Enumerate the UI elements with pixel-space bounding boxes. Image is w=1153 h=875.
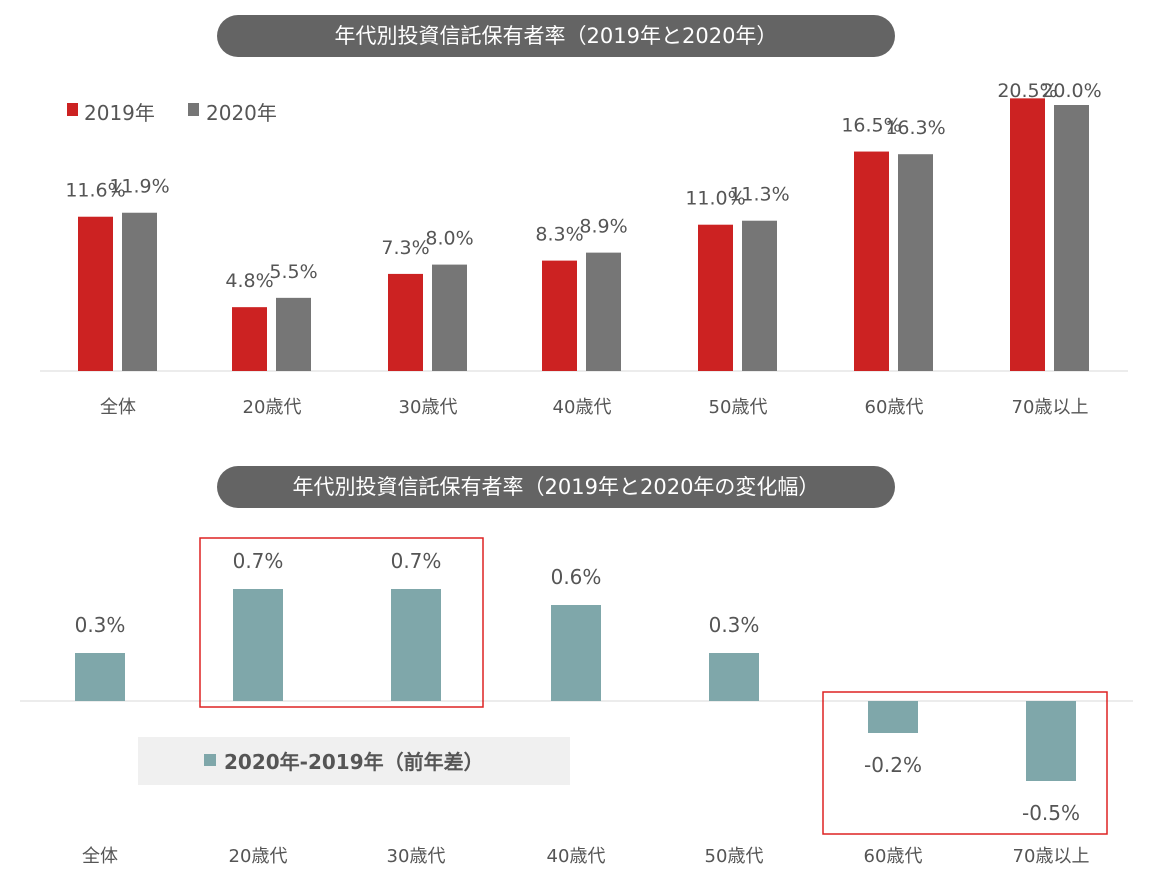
data-label: 20.0% [1041, 80, 1101, 102]
bar-2020年-40歳代 [586, 252, 621, 371]
x-tick-label: 60歳代 [865, 397, 924, 418]
bar-2020年-50歳代 [742, 220, 777, 371]
bar-2020年-全体 [122, 212, 157, 371]
bar-diff-70歳以上 [1026, 701, 1076, 781]
data-label: -0.2% [864, 753, 922, 777]
x-tick-label: 20歳代 [243, 397, 302, 418]
legend-label-2020: 2020年 [206, 101, 277, 125]
data-label: 0.7% [391, 549, 442, 573]
x-tick-label: 70歳以上 [1013, 846, 1090, 867]
bar-2019年-30歳代 [388, 273, 423, 371]
bar-2019年-全体 [78, 216, 113, 371]
bar-2019年-20歳代 [232, 307, 267, 371]
legend-swatch-2020 [188, 103, 199, 116]
bar-2019年-50歳代 [698, 224, 733, 371]
x-tick-label: 60歳代 [864, 846, 923, 867]
chart2-title-pill [217, 466, 895, 508]
bar-2020年-30歳代 [432, 264, 467, 371]
bar-2020年-70歳以上 [1054, 105, 1089, 371]
legend-swatch-2019 [67, 103, 78, 116]
highlight-box-20s-30s [199, 537, 484, 708]
x-tick-label: 50歳代 [705, 846, 764, 867]
data-label: 8.0% [425, 228, 473, 250]
bar-diff-50歳代 [709, 653, 759, 701]
x-tick-label: 30歳代 [399, 397, 458, 418]
bar-diff-20歳代 [233, 589, 283, 701]
data-label: 20.5% [997, 80, 1057, 102]
bar-2019年-40歳代 [542, 260, 577, 371]
data-label: 0.6% [551, 565, 602, 589]
data-label: 11.0% [685, 188, 745, 210]
bar-diff-60歳代 [868, 701, 918, 733]
bar-2020年-60歳代 [898, 154, 933, 371]
chart1-title: 年代別投資信託保有者率（2019年と2020年） [335, 24, 778, 48]
data-label: 4.8% [225, 270, 273, 292]
legend-swatch-diff [204, 754, 216, 766]
data-label: 11.6% [65, 180, 125, 202]
chart1-title-pill [217, 15, 895, 57]
bar-2019年-60歳代 [854, 151, 889, 371]
bar-2019年-70歳以上 [1010, 98, 1045, 371]
x-tick-label: 全体 [100, 397, 136, 418]
legend-label-2019: 2019年 [84, 101, 155, 125]
x-tick-label: 50歳代 [709, 397, 768, 418]
data-label: 5.5% [269, 261, 317, 283]
data-label: 0.3% [709, 613, 760, 637]
data-label: 8.3% [535, 224, 583, 246]
data-label: 16.5% [841, 115, 901, 137]
bar-diff-全体 [75, 653, 125, 701]
data-label: 8.9% [579, 216, 627, 238]
x-tick-label: 30歳代 [387, 846, 446, 867]
chart2-title: 年代別投資信託保有者率（2019年と2020年の変化幅） [293, 475, 820, 499]
x-tick-label: 70歳以上 [1012, 397, 1089, 418]
highlight-box-60s-70s [822, 691, 1108, 835]
data-label: 11.3% [729, 184, 789, 206]
x-tick-label: 全体 [82, 846, 118, 867]
legend-label-diff: 2020年-2019年（前年差） [224, 750, 484, 774]
x-tick-label: 40歳代 [553, 397, 612, 418]
bar-diff-40歳代 [551, 605, 601, 701]
bar-2020年-20歳代 [276, 297, 311, 371]
bar-diff-30歳代 [391, 589, 441, 701]
x-tick-label: 20歳代 [229, 846, 288, 867]
data-label: 0.3% [75, 613, 126, 637]
data-label: 0.7% [233, 549, 284, 573]
data-label: 11.9% [109, 176, 169, 198]
data-label: 16.3% [885, 117, 945, 139]
data-label: 7.3% [381, 237, 429, 259]
data-label: -0.5% [1022, 801, 1080, 825]
x-tick-label: 40歳代 [547, 846, 606, 867]
